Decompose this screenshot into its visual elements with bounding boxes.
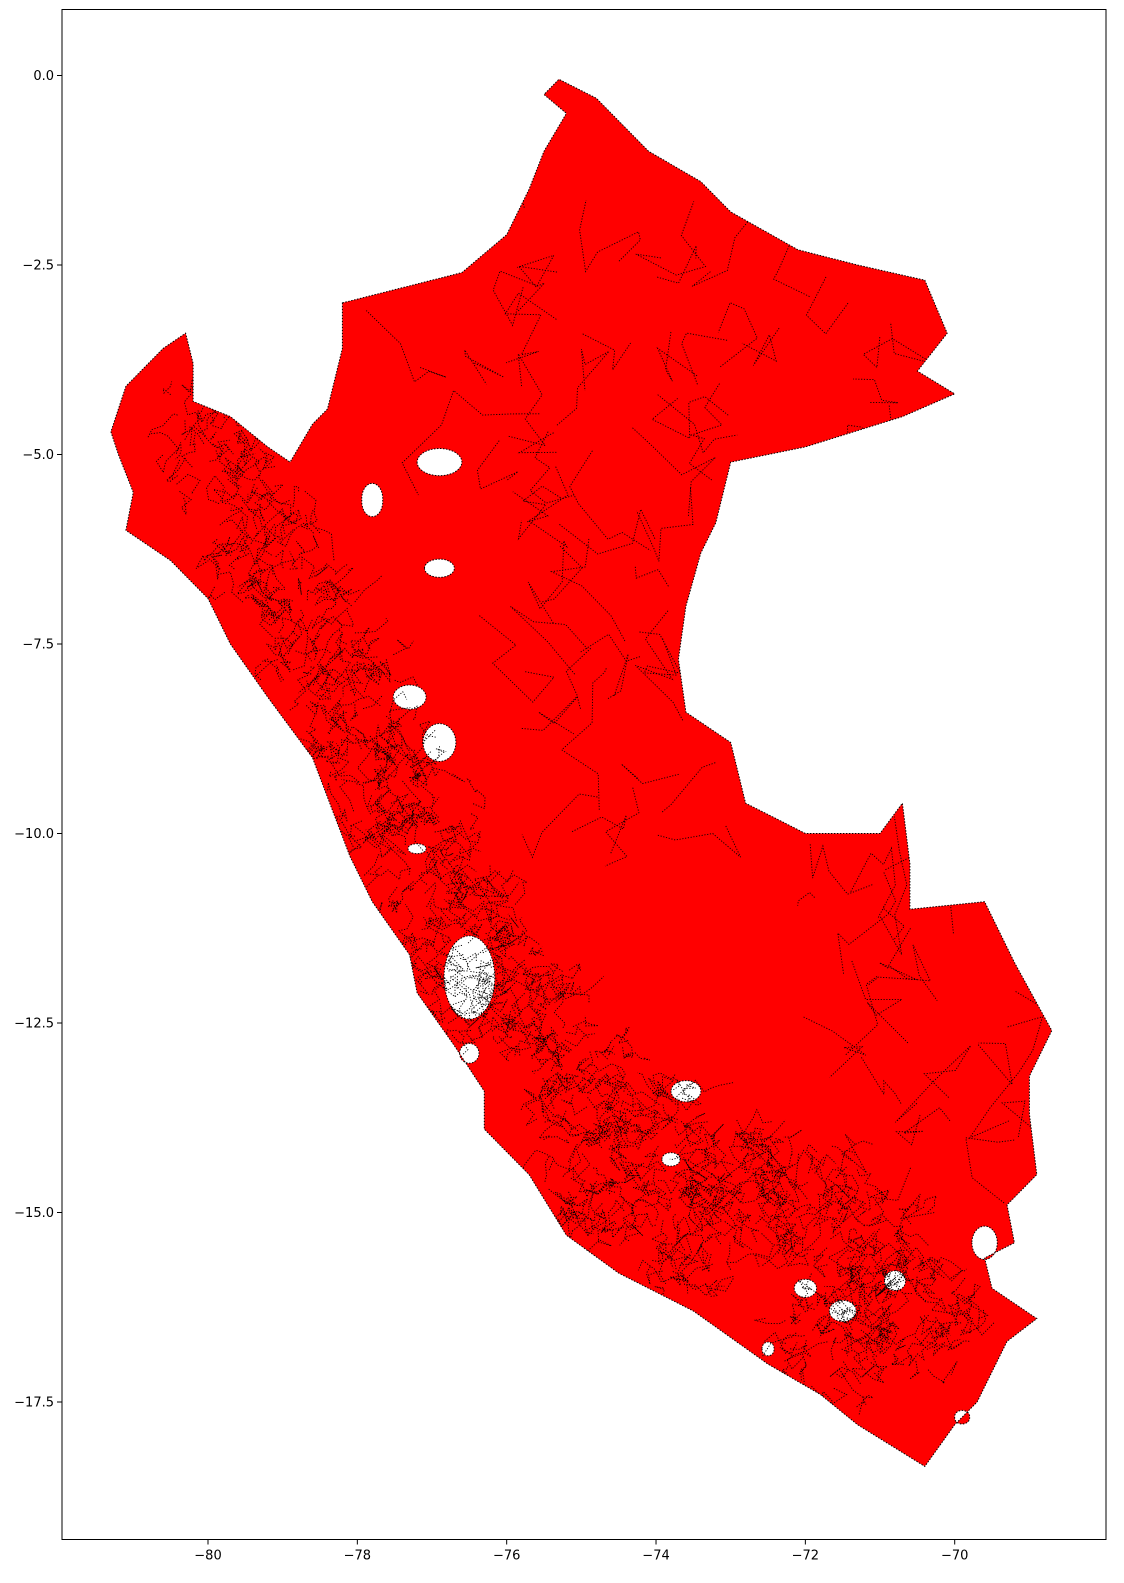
y-tick-label: −5.0 [22, 448, 54, 463]
x-tick-label: −70 [941, 1549, 968, 1564]
y-tick-label: −7.5 [22, 638, 54, 653]
axes-frame [61, 9, 1107, 1540]
y-tick-label: −15.0 [14, 1206, 54, 1221]
y-tick-label: −12.5 [14, 1017, 54, 1032]
country-polygon [110, 78, 1053, 1468]
x-tick-label: −72 [792, 1549, 819, 1564]
x-tick-label: −76 [493, 1549, 520, 1564]
y-tick-label: 0.0 [33, 69, 54, 84]
y-tick-label: −17.5 [14, 1396, 54, 1411]
x-tick-label: −74 [642, 1549, 669, 1564]
x-axis: −80 −78 −76 −74 −72 −70 [194, 1539, 968, 1564]
x-tick-label: −78 [344, 1549, 371, 1564]
y-tick-label: −2.5 [22, 259, 54, 274]
y-tick-label: −10.0 [14, 827, 54, 842]
map-layer [110, 78, 1053, 1468]
y-axis: 0.0 −2.5 −5.0 −7.5 −10.0 −12.5 −15.0 −17.5 [14, 69, 62, 1411]
x-tick-label: −80 [194, 1549, 221, 1564]
